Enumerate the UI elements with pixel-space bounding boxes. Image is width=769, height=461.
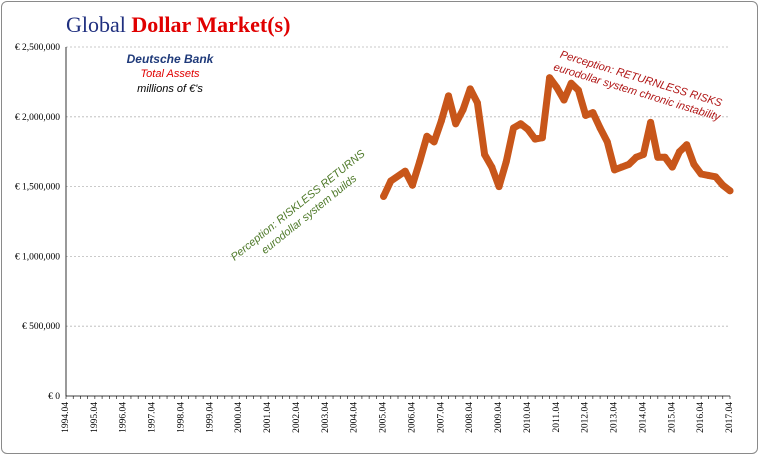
x-tick-label: 2001.04 [263,402,273,433]
data-point [567,79,575,87]
data-point [473,99,481,107]
y-axis: € 0 € 500,000 € 1,000,000 € 1,500,000 € 2,00… [15,43,67,402]
x-tick-label: 2002.04 [292,402,302,433]
x-tick-label: 2016.04 [696,402,706,433]
data-point [589,109,597,117]
data-point [452,120,460,128]
data-point [603,138,611,146]
series-layer [380,74,734,200]
x-tick-label: 2010.04 [523,402,533,433]
chart-title: Global Dollar Market(s) [66,12,290,38]
x-tick-label: 2000.04 [234,402,244,433]
measure-label: Total Assets [140,68,200,80]
data-point [430,138,438,146]
data-point [553,83,561,91]
x-tick-label: 1995.04 [90,402,100,433]
data-point [481,150,489,158]
gridlines [66,46,730,327]
data-point [445,92,453,100]
chart-border [1,1,758,454]
y-tick-label: € 2,000,000 [15,113,60,123]
series-label-box: Deutsche Bank Total Assets millions of €… [100,52,240,97]
data-point [437,117,445,125]
x-tick-label: 2003.04 [321,402,331,433]
x-tick-label: 2012.04 [581,402,591,433]
y-tick-label: € 1,000,000 [15,252,60,262]
x-axis: 1994.04 1995.04 1996.04 1997.04 1998.04 1999.… [61,395,735,433]
data-point [517,120,525,128]
data-point [697,170,705,178]
x-tick-label: 2006.04 [407,402,417,433]
data-point [538,134,546,142]
data-point [661,153,669,161]
data-point [459,106,467,114]
x-tick-label: 1994.04 [61,402,71,433]
x-tick-label: 2009.04 [494,402,504,433]
y-tick-label: € 500,000 [22,322,60,332]
x-tick-label: 2013.04 [610,402,620,433]
data-point [726,187,734,195]
title-part-1: Global [66,12,126,37]
data-point [423,132,431,140]
data-point [401,167,409,175]
x-tick-label: 2007.04 [436,402,446,433]
x-tick-label: 1998.04 [176,402,186,433]
data-point [611,166,619,174]
data-point [416,157,424,165]
data-point [683,141,691,149]
title-part-2: Dollar Market(s) [131,12,291,37]
data-point [495,183,503,191]
data-point [625,160,633,168]
data-point [618,163,626,171]
data-point [632,153,640,161]
data-point [531,135,539,143]
data-point [712,173,720,181]
data-point [502,157,510,165]
data-point [387,177,395,185]
data-point [668,163,676,171]
x-tick-label: 1997.04 [148,402,158,433]
bank-label: Deutsche Bank [126,52,214,66]
y-tick-label: € 0 [48,392,60,402]
data-point [647,118,655,126]
data-point [639,150,647,158]
data-point [466,85,474,93]
data-point [719,181,727,189]
data-point [675,148,683,156]
x-tick-label: 2005.04 [379,402,389,433]
x-tick-label: 2004.04 [350,402,360,433]
data-point [582,111,590,119]
data-point [690,160,698,168]
data-point [654,153,662,161]
annotation-green-line2: eurodollar system builds [259,172,359,256]
x-tick-label: 1996.04 [119,402,129,433]
x-tick-label: 2011.04 [552,402,562,433]
data-point [574,86,582,94]
data-point [546,74,554,82]
x-tick-label: 2008.04 [465,402,475,433]
x-tick-label: 2014.04 [638,402,648,433]
data-point [408,181,416,189]
x-tick-label: 2017.04 [725,402,735,433]
data-point [560,96,568,104]
x-tick-label: 1999.04 [205,402,215,433]
units-label: millions of €'s [137,83,203,95]
data-point [596,124,604,132]
x-tick-label: 2015.04 [667,402,677,433]
data-point [524,125,532,133]
annotation-green: Perception: RISKLESS RETURNS eurodollar … [229,147,368,263]
y-tick-label: € 2,500,000 [15,43,60,53]
data-point [488,163,496,171]
y-tick-label: € 1,500,000 [15,183,60,193]
annotation-green-line1: Perception: RISKLESS RETURNS [229,147,368,263]
data-point [509,124,517,132]
data-point [704,171,712,179]
data-point [380,192,388,200]
